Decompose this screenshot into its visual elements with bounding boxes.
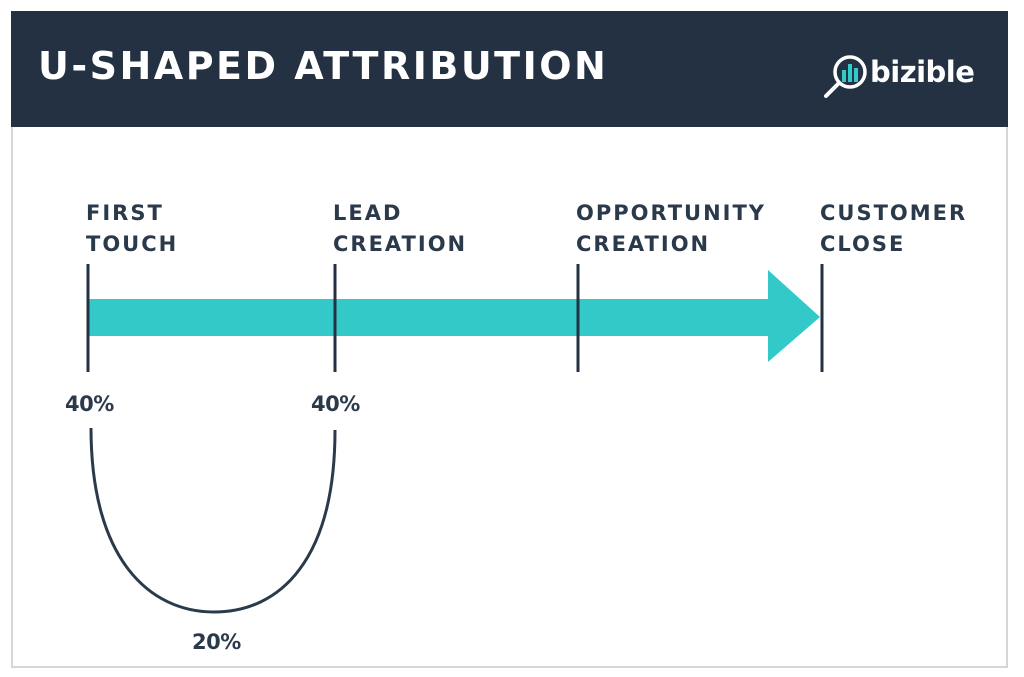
u-curve: [89, 427, 337, 614]
stage-label-customer-close: CUSTOMER CLOSE: [820, 201, 968, 256]
page-title: U-SHAPED ATTRIBUTION: [38, 44, 609, 88]
stage-label-opportunity-creation: OPPORTUNITY CREATION: [576, 201, 767, 256]
attribution-lead-creation: 40%: [311, 392, 360, 416]
stage-label-lead-creation: LEAD CREATION: [333, 201, 468, 256]
attribution-first-touch: 40%: [65, 392, 114, 416]
logo-text: bizible: [870, 55, 975, 89]
magnifier-bar-chart-icon: [824, 55, 867, 98]
timeline-arrow: [88, 270, 820, 362]
bizible-logo: bizible: [822, 52, 982, 102]
attribution-middle: 20%: [192, 630, 241, 654]
header-bar: [11, 11, 1008, 127]
stage-label-first-touch: FIRST TOUCH: [86, 201, 179, 256]
